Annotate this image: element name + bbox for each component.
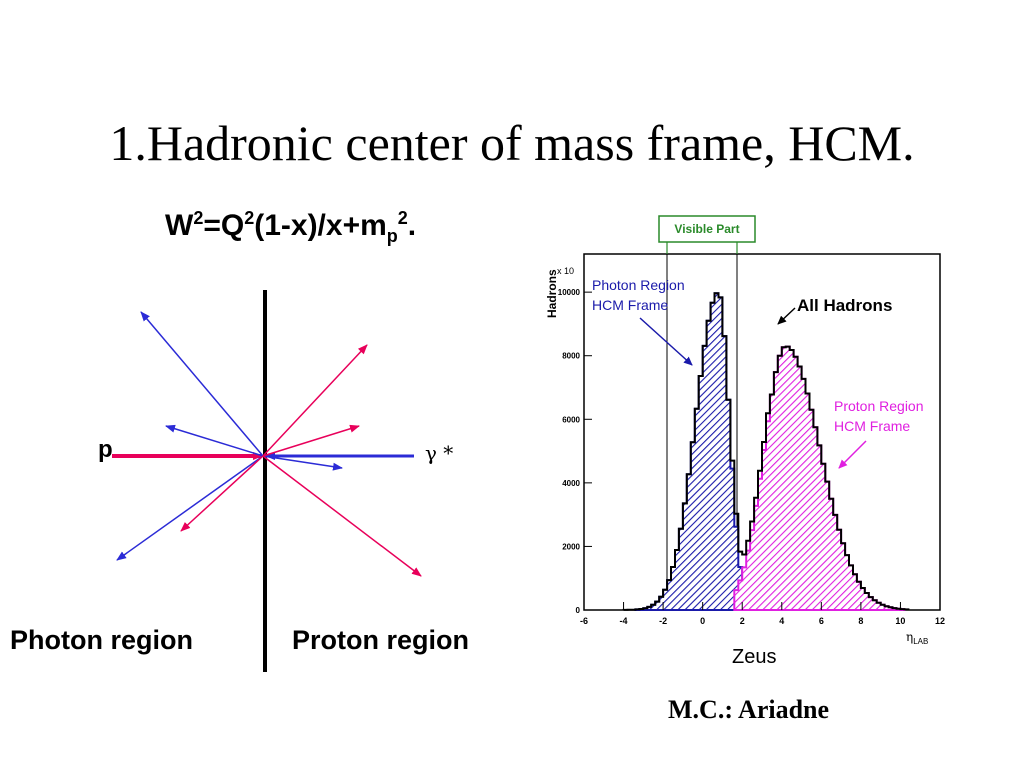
x-tick-label: 2 bbox=[740, 616, 745, 626]
proton-hadron-arrow bbox=[262, 424, 360, 457]
y-tick-label: 8000 bbox=[562, 352, 580, 361]
formula-m-exp: 2 bbox=[397, 208, 408, 228]
formula-w-exp: 2 bbox=[193, 208, 204, 228]
x-axis-label: ηLAB bbox=[906, 630, 928, 646]
photon-hadron-arrow bbox=[140, 311, 264, 457]
visible-part-label: Visible Part bbox=[674, 222, 739, 236]
y-axis-label: Hadrons bbox=[545, 269, 559, 318]
x-tick-label: 10 bbox=[895, 616, 905, 626]
photon-region-pointer bbox=[639, 317, 693, 366]
proton-region-label: Proton region bbox=[292, 625, 469, 655]
formula-end: . bbox=[407, 209, 417, 242]
mc-credit: M.C.: Ariadne bbox=[668, 695, 830, 724]
y-tick-label: 6000 bbox=[562, 415, 580, 424]
x-tick-label: 12 bbox=[935, 616, 945, 626]
photon-region-annotation-line2: HCM Frame bbox=[592, 297, 668, 313]
formula-eq: =Q bbox=[203, 209, 245, 242]
proton-hadron-arrow bbox=[262, 344, 368, 457]
proton-hadron-arrow bbox=[180, 455, 264, 532]
x-tick-label: 0 bbox=[700, 616, 705, 626]
photon-label: γ * bbox=[425, 441, 453, 465]
proton-region-annotation-line2: HCM Frame bbox=[834, 418, 910, 434]
slide-title: 1.Hadronic center of mass frame, HCM. bbox=[109, 115, 915, 171]
x-axis-subscript: LAB bbox=[913, 637, 928, 646]
y-tick-label: 2000 bbox=[562, 542, 580, 551]
all-hadrons-annotation: All Hadrons bbox=[797, 296, 892, 315]
y-scale-label: x 10 bbox=[557, 266, 574, 276]
formula: W2=Q2(1-x)/x+mp2. bbox=[165, 208, 416, 247]
visible-part-box bbox=[658, 215, 756, 243]
proton-region-annotation-line1: Proton Region bbox=[834, 398, 924, 414]
photon-hadron-arrow bbox=[116, 455, 264, 561]
x-tick-label: 4 bbox=[779, 616, 784, 626]
photon-region-label: Photon region bbox=[10, 625, 193, 655]
y-tick-label: 10000 bbox=[558, 288, 581, 297]
proton-region-pointer bbox=[838, 440, 867, 469]
formula-body: (1-x)/x+m bbox=[254, 209, 387, 242]
formula-m-sub: p bbox=[386, 226, 398, 246]
x-tick-label: 8 bbox=[858, 616, 863, 626]
all-hadrons-histogram bbox=[622, 292, 910, 611]
zeus-caption: Zeus bbox=[732, 646, 777, 668]
x-tick-label: -4 bbox=[620, 616, 628, 626]
x-tick-label: -2 bbox=[659, 616, 667, 626]
formula-q-exp: 2 bbox=[244, 208, 255, 228]
photon-hadron-arrow bbox=[165, 424, 264, 457]
photon-hadron-arrow bbox=[262, 455, 343, 471]
y-tick-label: 0 bbox=[576, 606, 581, 615]
x-tick-label: -6 bbox=[580, 616, 588, 626]
x-axis-ticks: -6 -4 -2 0 2 4 6 8 10 12 bbox=[580, 602, 945, 626]
y-axis-ticks: 0 2000 4000 6000 8000 10000 bbox=[558, 288, 592, 615]
formula-w: W bbox=[165, 209, 194, 242]
x-tick-label: 6 bbox=[819, 616, 824, 626]
proton-label: p bbox=[98, 436, 113, 463]
y-tick-label: 4000 bbox=[562, 479, 580, 488]
all-hadrons-pointer bbox=[777, 307, 796, 325]
x-axis-symbol: η bbox=[906, 630, 913, 644]
photon-region-annotation-line1: Photon Region bbox=[592, 277, 685, 293]
proton-hadron-arrow bbox=[262, 455, 422, 577]
